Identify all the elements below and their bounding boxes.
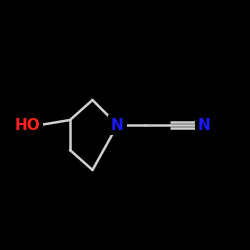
Text: N: N <box>111 118 124 132</box>
Text: HO: HO <box>14 118 40 132</box>
Text: N: N <box>198 118 210 132</box>
